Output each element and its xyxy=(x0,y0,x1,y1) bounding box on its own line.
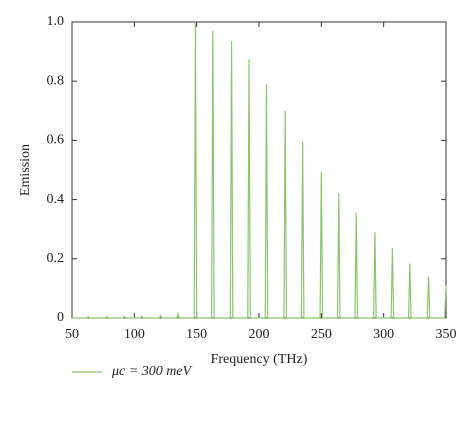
x-tick-label: 300 xyxy=(373,327,394,342)
x-tick-label: 250 xyxy=(311,327,332,342)
y-tick-label: 0.6 xyxy=(47,133,65,148)
y-axis-label: Emission xyxy=(18,144,33,196)
legend-label: μc = 300 meV xyxy=(111,364,193,379)
plot-frame xyxy=(71,21,447,319)
x-tick-label: 200 xyxy=(249,327,270,342)
y-tick-label: 0 xyxy=(57,310,64,325)
y-tick-label: 0.8 xyxy=(47,73,65,88)
x-tick-label: 50 xyxy=(65,327,79,342)
y-tick-label: 0.4 xyxy=(47,192,65,207)
series-line xyxy=(72,21,447,319)
x-tick-label: 150 xyxy=(186,327,207,342)
y-tick-label: 1.0 xyxy=(47,14,65,29)
x-tick-label: 350 xyxy=(436,327,457,342)
x-axis-label: Frequency (THz) xyxy=(211,352,308,367)
x-tick-label: 100 xyxy=(124,327,145,342)
y-tick-label: 0.2 xyxy=(47,251,65,266)
